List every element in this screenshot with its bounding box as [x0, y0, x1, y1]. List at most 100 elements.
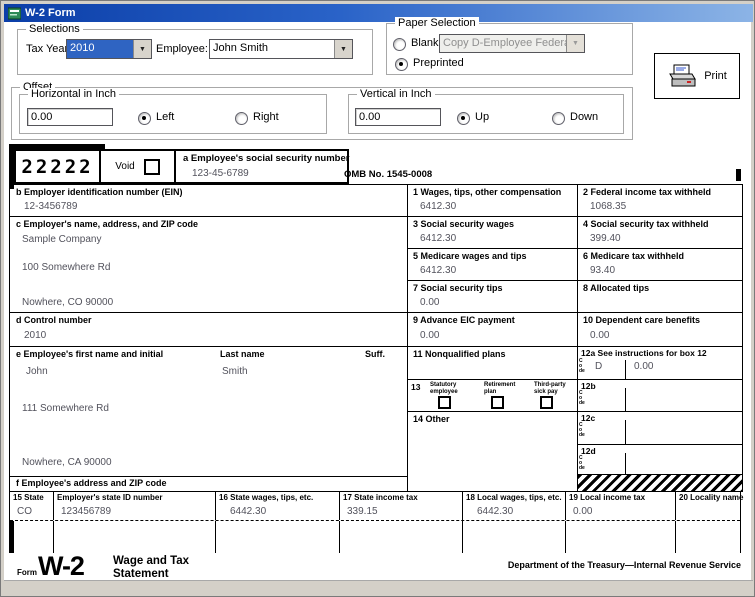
form-footer: Form W-2 Wage and Tax Statement Departme… [9, 551, 741, 583]
box-3: 3 Social security wages 6412.30 [407, 217, 577, 249]
void-checkbox [143, 158, 160, 175]
print-button-label: Print [704, 70, 727, 82]
box-10-label: 10 Dependent care benefits [583, 315, 701, 325]
divider [675, 521, 676, 553]
divider [53, 521, 54, 553]
box-12d-label: 12d [581, 446, 596, 456]
box-4-label: 4 Social security tax withheld [583, 219, 709, 229]
box-8-label: 8 Allocated tips [583, 283, 650, 293]
box-2: 2 Federal income tax withheld 1068.35 [577, 185, 742, 217]
window-title: W-2 Form [25, 7, 76, 19]
vertical-offset-input[interactable]: 0.00 [355, 108, 441, 126]
horizontal-offset-input[interactable]: 0.00 [27, 108, 113, 126]
state-id-header: Employer's state ID number [57, 493, 163, 502]
right-radio[interactable] [235, 112, 248, 125]
employee-select[interactable]: John Smith ▼ [209, 39, 353, 59]
horizontal-offset-group: Horizontal in Inch 0.00 Left Right [19, 88, 327, 134]
third-party-sick-pay-checkbox [540, 396, 553, 409]
paper-selection-group-title: Paper Selection [395, 17, 479, 30]
form-corner-mark-top-left [9, 144, 105, 149]
selections-group: Selections Tax Year 2010 ▼ Employee: Joh… [17, 23, 373, 75]
tax-year-value: 2010 [67, 40, 133, 58]
selections-group-title: Selections [26, 23, 83, 36]
retirement-plan-label: Retirement plan [484, 382, 516, 395]
preprinted-radio-label[interactable]: Preprinted [413, 57, 464, 69]
state-tax-value: 339.15 [347, 506, 378, 517]
ssn-value: 123-45-6789 [192, 168, 249, 179]
copy-type-value: Copy D-Employee Federal [443, 37, 566, 49]
box-12a-divider [625, 360, 626, 379]
box-12d: 12d Code [577, 445, 742, 475]
vertical-offset-group: Vertical in Inch 0.00 Up Down [348, 88, 624, 134]
box-6-value: 93.40 [590, 265, 616, 276]
state-wages-value: 6442.30 [230, 506, 267, 517]
box-12a-value: 0.00 [634, 361, 654, 372]
box-9-value: 0.00 [420, 330, 440, 341]
box-13: 13 Statutory employee Retirement plan Th… [407, 380, 577, 412]
box-10-value: 0.00 [590, 330, 610, 341]
box-d-control-number: d Control number 2010 [10, 313, 407, 347]
divider [565, 521, 566, 553]
omb-number: OMB No. 1545-0008 [344, 169, 433, 180]
chevron-down-icon[interactable]: ▼ [133, 40, 151, 58]
up-radio-label[interactable]: Up [475, 111, 490, 123]
employee-street: 111 Somewhere Rd [22, 403, 109, 414]
employer-name: Sample Company [22, 234, 102, 245]
box-7-value: 0.00 [420, 297, 440, 308]
state-id-value: 123456789 [61, 506, 112, 517]
employee-last-name: Smith [222, 366, 248, 377]
left-radio[interactable] [138, 112, 151, 125]
paper-selection-group: Paper Selection Blank Copy D-Employee Fe… [386, 17, 633, 75]
box-1: 1 Wages, tips, other compensation 6412.3… [407, 185, 577, 217]
box-12b: 12b Code [577, 380, 742, 412]
employee-label: Employee: [156, 43, 208, 55]
box-8: 8 Allocated tips [577, 281, 742, 313]
up-radio[interactable] [457, 112, 470, 125]
box-12a-label: 12a See instructions for box 12 [581, 348, 707, 358]
box-b-ein: b Employer identification number (EIN) 1… [10, 185, 407, 217]
local-wages-header: 18 Local wages, tips, etc. [466, 493, 562, 502]
title-bar[interactable]: W-2 Form [4, 4, 753, 22]
last-name-label: Last name [220, 349, 265, 359]
state-header: 15 State [13, 493, 44, 502]
box-12d-code-word: Code [579, 455, 585, 471]
down-radio[interactable] [552, 112, 565, 125]
blank-radio-label[interactable]: Blank [411, 37, 439, 49]
box-12a-code: D [595, 361, 603, 372]
hatched-area [577, 475, 742, 492]
state-value: CO [17, 506, 32, 517]
box-12d-divider [625, 453, 626, 474]
local-wages-value: 6442.30 [477, 506, 514, 517]
box-e-label: e Employee's first name and initial [16, 349, 164, 359]
state-id-col: Employer's state ID number 123456789 [53, 491, 215, 520]
form-word: Form [17, 568, 37, 577]
box-9: 9 Advance EIC payment 0.00 [407, 313, 577, 347]
print-button[interactable]: Print [654, 53, 740, 99]
preprinted-radio[interactable] [395, 58, 408, 71]
void-label: Void [115, 161, 135, 172]
employee-city: Nowhere, CA 90000 [22, 457, 112, 468]
chevron-down-icon[interactable]: ▼ [334, 40, 352, 58]
local-tax-header: 19 Local income tax [569, 493, 646, 502]
form-corner-mark-bottom-left [9, 521, 14, 553]
left-radio-label[interactable]: Left [156, 111, 175, 123]
local-tax-value: 0.00 [573, 506, 593, 517]
tax-year-select[interactable]: 2010 ▼ [66, 39, 152, 59]
right-radio-label[interactable]: Right [253, 111, 279, 123]
form-grid: b Employer identification number (EIN) 1… [9, 184, 743, 492]
statutory-employee-label: Statutory employee [430, 382, 458, 395]
box-d-label: d Control number [16, 315, 92, 325]
state-wages-header: 16 State wages, tips, etc. [219, 493, 314, 502]
form-corner-mark-top-right [736, 169, 741, 181]
void-box: Void [99, 149, 176, 184]
divider [339, 521, 340, 553]
blank-radio[interactable] [393, 38, 406, 51]
divider [462, 521, 463, 553]
ssn-box: a Employee's social security number 123-… [174, 149, 349, 184]
box-11-label: 11 Nonqualified plans [413, 349, 506, 359]
suffix-label: Suff. [365, 349, 385, 359]
state-tax-header: 17 State income tax [343, 493, 418, 502]
divider [215, 521, 216, 553]
down-radio-label[interactable]: Down [570, 111, 599, 123]
